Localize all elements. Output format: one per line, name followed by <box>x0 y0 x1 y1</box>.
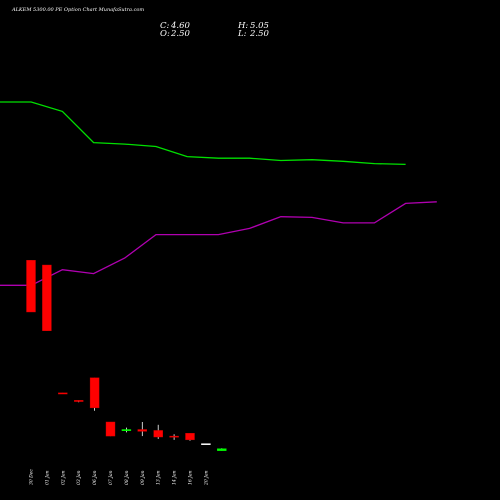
candle-body <box>185 433 195 441</box>
high-label: H: <box>237 21 248 31</box>
candle-body <box>26 260 36 313</box>
x-tick-label: 20 Jan <box>203 470 209 486</box>
indicator-line-1 <box>0 101 406 166</box>
candle-1 <box>26 260 36 313</box>
candle-body <box>153 430 163 438</box>
x-tick-label: 08 Jan <box>124 470 130 485</box>
x-tick-label: 14 Jan <box>172 470 178 485</box>
x-axis-labels: 30 Dec 01 Jan 02 Jan 03 Jan 06 Jan 07 Jan 08 J… <box>29 469 210 486</box>
candle-5 <box>89 377 100 411</box>
candle-body <box>89 377 100 409</box>
candle-body <box>42 264 52 332</box>
x-tick-label: 02 Jan <box>60 470 66 485</box>
x-tick-label: 06 Jan <box>92 470 98 485</box>
candle-12 <box>201 443 211 446</box>
candle-6 <box>105 421 116 437</box>
low-value: 2.50 <box>249 29 270 39</box>
open-value: 2.50 <box>170 29 191 39</box>
candle-4 <box>73 400 84 403</box>
candle-13 <box>217 448 227 451</box>
candle-body <box>137 429 148 432</box>
candles <box>26 260 227 451</box>
candle-9 <box>153 424 163 439</box>
close-label: C: <box>160 21 170 31</box>
low-label: L: <box>237 29 247 39</box>
candle-8 <box>137 421 148 437</box>
x-tick-label: 30 Dec <box>29 469 35 485</box>
candle-body <box>201 443 211 446</box>
candle-body <box>217 448 227 451</box>
ohlc-readout: C: 4.60 H: 5.05 O: 2.50 L: 2.50 <box>160 21 270 39</box>
candle-7 <box>121 427 132 433</box>
close-value: 4.60 <box>170 21 191 31</box>
x-tick-label: 01 Jan <box>44 470 50 485</box>
candle-10 <box>169 434 179 440</box>
x-tick-label: 09 Jan <box>140 470 146 485</box>
indicator-lines <box>0 101 437 286</box>
high-value: 5.05 <box>250 21 269 31</box>
indicator-line-2 <box>0 201 437 286</box>
candle-2 <box>42 264 52 332</box>
candle-body <box>169 435 179 438</box>
x-tick-label: 07 Jan <box>108 470 114 485</box>
x-tick-label: 13 Jan <box>156 470 162 485</box>
chart-title: ALKEM 5300.00 PE Option Chart MunafaSutr… <box>11 7 144 13</box>
open-label: O: <box>160 29 170 39</box>
candle-body <box>73 400 84 402</box>
x-tick-label: 16 Jan <box>188 470 194 485</box>
candle-11 <box>185 433 195 441</box>
candle-body <box>105 421 116 437</box>
candle-body <box>58 392 68 395</box>
x-tick-label: 03 Jan <box>76 470 82 485</box>
candle-body <box>121 429 132 431</box>
candle-3 <box>58 392 68 395</box>
